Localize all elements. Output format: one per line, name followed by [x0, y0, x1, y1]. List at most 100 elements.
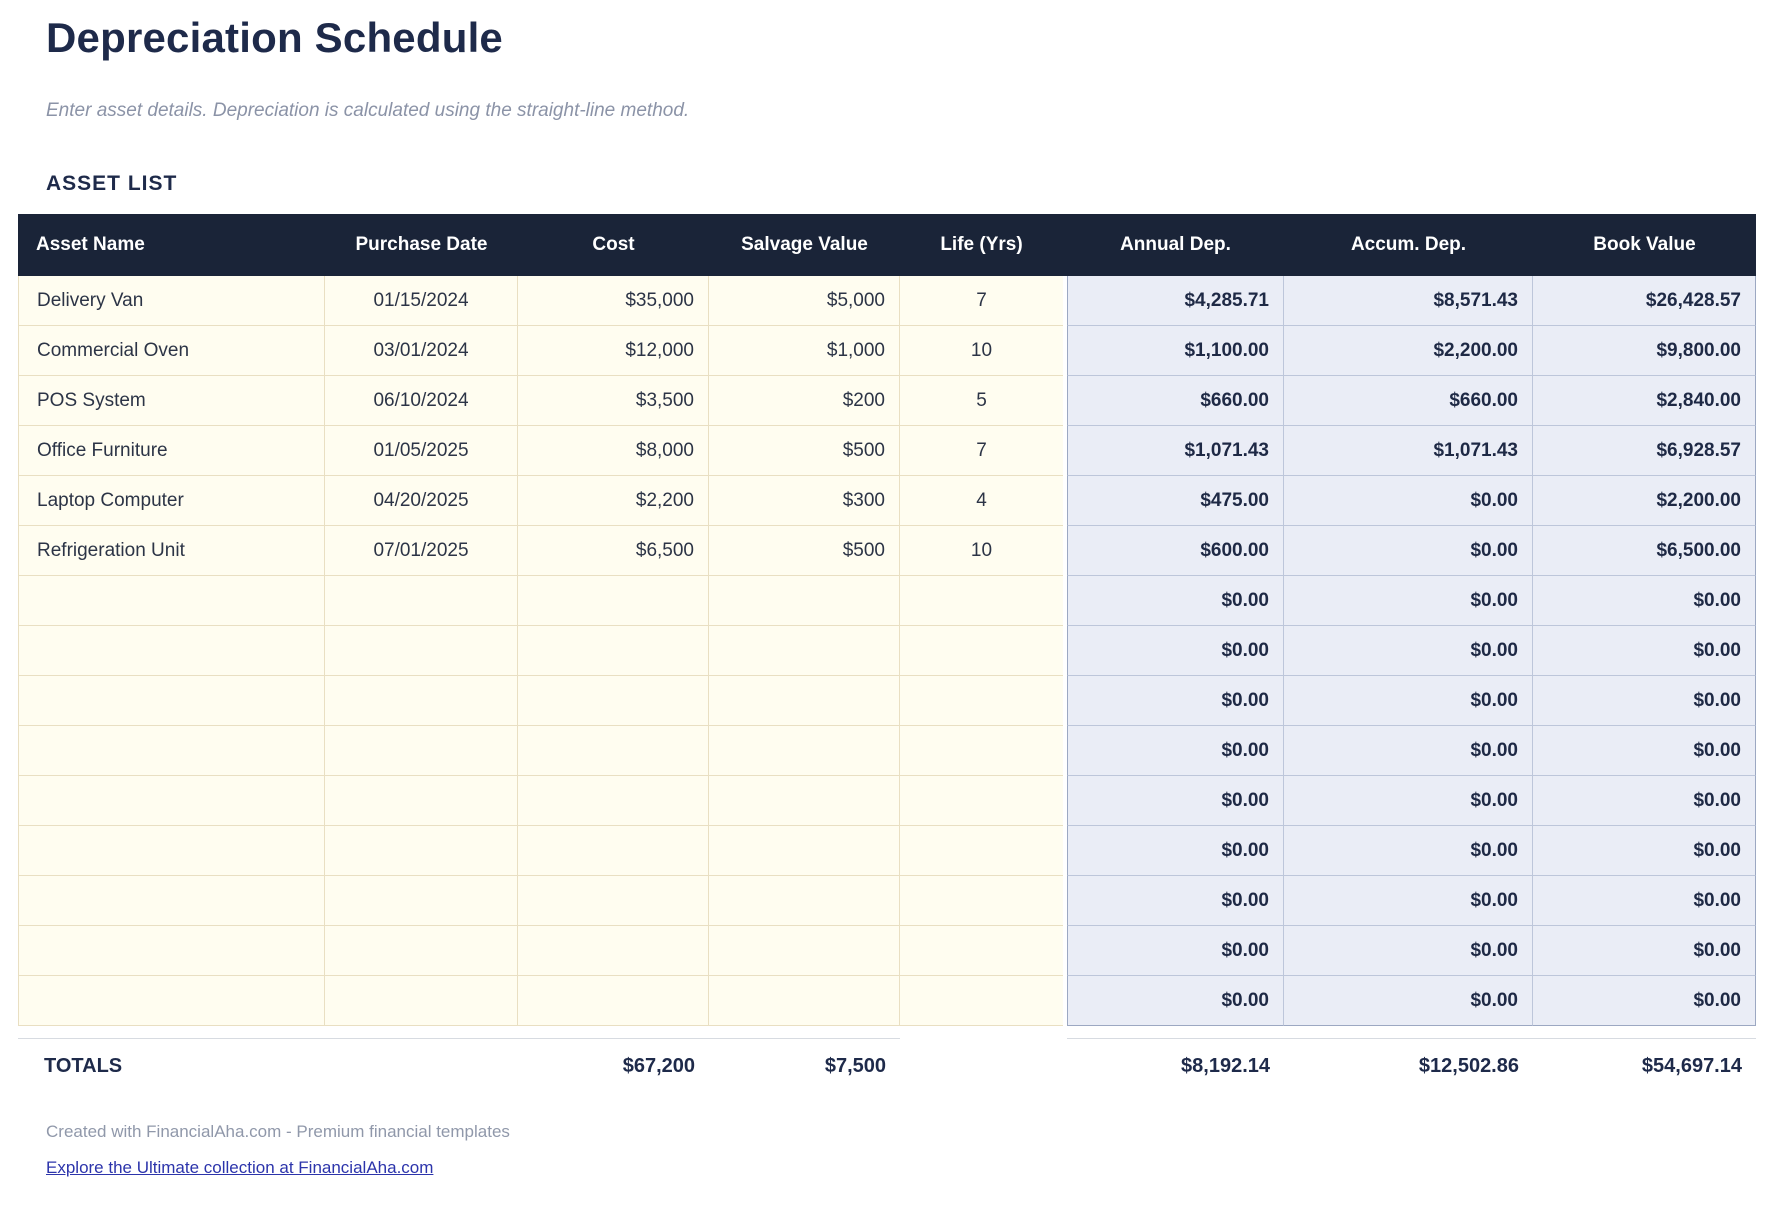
annual-dep-cell: $0.00 — [1067, 976, 1284, 1026]
column-spacer — [1063, 576, 1067, 626]
purchase-date-cell[interactable]: 03/01/2024 — [325, 326, 518, 376]
life-yrs-cell[interactable]: 10 — [900, 526, 1063, 576]
table-row: $0.00 $0.00 $0.00 — [18, 976, 1756, 1026]
life-yrs-cell[interactable] — [900, 926, 1063, 976]
salvage-value-cell[interactable] — [709, 976, 900, 1026]
purchase-date-cell[interactable] — [325, 876, 518, 926]
life-yrs-cell[interactable] — [900, 876, 1063, 926]
totals-empty-purchase-date — [325, 1038, 518, 1084]
cost-cell[interactable] — [518, 676, 709, 726]
cost-cell[interactable]: $12,000 — [518, 326, 709, 376]
asset-name-cell[interactable]: Laptop Computer — [18, 476, 325, 526]
cost-cell[interactable] — [518, 876, 709, 926]
annual-dep-cell: $660.00 — [1067, 376, 1284, 426]
salvage-value-cell[interactable] — [709, 576, 900, 626]
table-row: Refrigeration Unit 07/01/2025 $6,500 $50… — [18, 526, 1756, 576]
asset-name-cell[interactable] — [18, 576, 325, 626]
accum-dep-cell: $0.00 — [1284, 476, 1533, 526]
cost-cell[interactable] — [518, 826, 709, 876]
asset-name-cell[interactable]: POS System — [18, 376, 325, 426]
table-row: $0.00 $0.00 $0.00 — [18, 826, 1756, 876]
asset-name-cell[interactable] — [18, 726, 325, 776]
purchase-date-cell[interactable]: 04/20/2025 — [325, 476, 518, 526]
purchase-date-cell[interactable]: 07/01/2025 — [325, 526, 518, 576]
salvage-value-cell[interactable] — [709, 926, 900, 976]
asset-name-cell[interactable]: Refrigeration Unit — [18, 526, 325, 576]
cost-cell[interactable] — [518, 926, 709, 976]
cost-cell[interactable] — [518, 776, 709, 826]
asset-name-cell[interactable] — [18, 776, 325, 826]
life-yrs-cell[interactable] — [900, 826, 1063, 876]
salvage-value-cell[interactable]: $500 — [709, 526, 900, 576]
cost-cell[interactable] — [518, 976, 709, 1026]
column-spacer — [1063, 976, 1067, 1026]
asset-name-cell[interactable] — [18, 626, 325, 676]
accum-dep-cell: $2,200.00 — [1284, 326, 1533, 376]
life-yrs-cell[interactable] — [900, 576, 1063, 626]
cost-cell[interactable]: $2,200 — [518, 476, 709, 526]
salvage-value-cell[interactable]: $200 — [709, 376, 900, 426]
salvage-value-cell[interactable] — [709, 676, 900, 726]
purchase-date-cell[interactable] — [325, 726, 518, 776]
purchase-date-cell[interactable] — [325, 576, 518, 626]
salvage-value-cell[interactable] — [709, 876, 900, 926]
purchase-date-cell[interactable] — [325, 976, 518, 1026]
salvage-value-cell[interactable]: $300 — [709, 476, 900, 526]
asset-name-cell[interactable]: Delivery Van — [18, 276, 325, 326]
purchase-date-cell[interactable]: 01/15/2024 — [325, 276, 518, 326]
accum-dep-cell: $0.00 — [1284, 626, 1533, 676]
asset-name-cell[interactable]: Office Furniture — [18, 426, 325, 476]
column-header-cost: Cost — [592, 234, 635, 255]
purchase-date-cell[interactable]: 01/05/2025 — [325, 426, 518, 476]
purchase-date-cell[interactable] — [325, 826, 518, 876]
cost-cell[interactable] — [518, 626, 709, 676]
life-yrs-cell[interactable] — [900, 626, 1063, 676]
annual-dep-cell: $0.00 — [1067, 826, 1284, 876]
life-yrs-cell[interactable] — [900, 976, 1063, 1026]
life-yrs-cell[interactable] — [900, 726, 1063, 776]
cost-cell[interactable] — [518, 726, 709, 776]
purchase-date-cell[interactable] — [325, 626, 518, 676]
salvage-value-cell[interactable] — [709, 826, 900, 876]
cost-cell[interactable]: $6,500 — [518, 526, 709, 576]
book-value-cell: $2,840.00 — [1533, 376, 1756, 426]
cost-cell[interactable]: $35,000 — [518, 276, 709, 326]
life-yrs-cell[interactable] — [900, 676, 1063, 726]
cost-cell[interactable]: $3,500 — [518, 376, 709, 426]
purchase-date-cell[interactable] — [325, 776, 518, 826]
asset-name-cell[interactable] — [18, 676, 325, 726]
purchase-date-cell[interactable] — [325, 926, 518, 976]
purchase-date-cell[interactable] — [325, 676, 518, 726]
book-value-cell: $0.00 — [1533, 876, 1756, 926]
life-yrs-cell[interactable]: 5 — [900, 376, 1063, 426]
asset-name-cell[interactable] — [18, 926, 325, 976]
salvage-value-cell[interactable]: $500 — [709, 426, 900, 476]
column-spacer — [1063, 476, 1067, 526]
accum-dep-cell: $0.00 — [1284, 526, 1533, 576]
salvage-value-cell[interactable]: $1,000 — [709, 326, 900, 376]
salvage-value-cell[interactable] — [709, 626, 900, 676]
salvage-value-cell[interactable] — [709, 726, 900, 776]
column-header-annual-dep: Annual Dep. — [1120, 234, 1231, 255]
column-header-book-value: Book Value — [1593, 234, 1696, 255]
asset-name-cell[interactable]: Commercial Oven — [18, 326, 325, 376]
asset-name-cell[interactable] — [18, 976, 325, 1026]
purchase-date-cell[interactable]: 06/10/2024 — [325, 376, 518, 426]
column-header-asset-name: Asset Name — [36, 234, 145, 255]
cost-cell[interactable]: $8,000 — [518, 426, 709, 476]
life-yrs-cell[interactable]: 7 — [900, 276, 1063, 326]
column-spacer — [1063, 676, 1067, 726]
salvage-value-cell[interactable]: $5,000 — [709, 276, 900, 326]
life-yrs-cell[interactable]: 7 — [900, 426, 1063, 476]
life-yrs-cell[interactable]: 10 — [900, 326, 1063, 376]
asset-name-cell[interactable] — [18, 826, 325, 876]
asset-name-cell[interactable] — [18, 876, 325, 926]
accum-dep-cell: $0.00 — [1284, 776, 1533, 826]
footer-link[interactable]: Explore the Ultimate collection at Finan… — [46, 1158, 434, 1177]
accum-dep-cell: $1,071.43 — [1284, 426, 1533, 476]
life-yrs-cell[interactable] — [900, 776, 1063, 826]
cost-cell[interactable] — [518, 576, 709, 626]
annual-dep-cell: $475.00 — [1067, 476, 1284, 526]
life-yrs-cell[interactable]: 4 — [900, 476, 1063, 526]
salvage-value-cell[interactable] — [709, 776, 900, 826]
